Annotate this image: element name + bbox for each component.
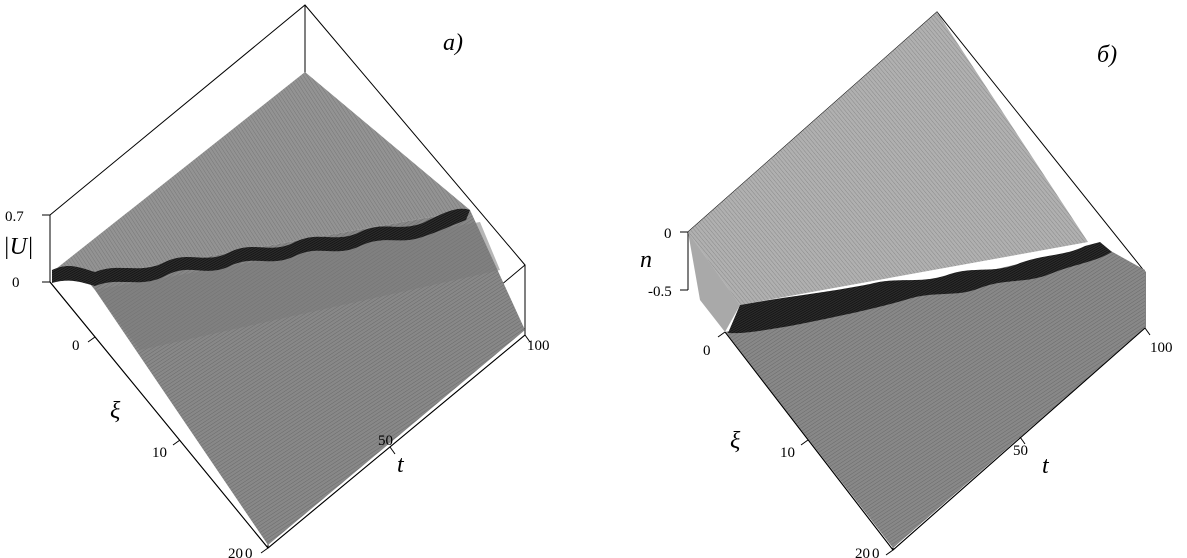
- panel-a-xi-label: ξ: [110, 398, 121, 424]
- panel-b-xi-tick-20: 20: [855, 546, 870, 558]
- panel-b-z-tick-bottom: -0.5: [648, 284, 672, 300]
- panel-a-label: a): [443, 30, 463, 56]
- panel-b-z-label: n: [640, 247, 652, 273]
- panel-a-ticks: [42, 214, 531, 554]
- panel-b-t-label: t: [1042, 453, 1050, 479]
- panel-b-xi-tick-10: 10: [780, 445, 795, 461]
- panel-a-xi-tick-20: 20: [228, 546, 243, 558]
- panel-b-z-tick-top: 0: [664, 226, 672, 242]
- panel-b-ticks: [680, 231, 1151, 556]
- panel-a-surface-shade: [95, 222, 500, 350]
- panel-a: a) 0.7 |U| 0 0 ξ 10 20 0 50 t 100: [3, 4, 550, 558]
- panel-a-z-tick-bottom: 0: [12, 275, 20, 291]
- panel-b-front-edges: [724, 327, 1146, 551]
- panel-b-xi-tick-0: 0: [703, 343, 711, 359]
- panel-a-t-tick-50: 50: [378, 433, 393, 449]
- panel-b: б) 0 n -0.5 0 ξ 10 20 0 50 t 100: [640, 11, 1173, 558]
- panel-a-z-label: |U|: [3, 234, 34, 260]
- panel-a-xi-tick-10: 10: [152, 445, 167, 461]
- panel-a-t-tick-100: 100: [527, 338, 550, 354]
- panel-a-t-tick-0: 0: [245, 546, 253, 558]
- panel-a-xi-tick-0: 0: [72, 338, 80, 354]
- panel-b-surface-top: [688, 12, 1088, 305]
- panel-b-t-tick-0: 0: [872, 546, 880, 558]
- panel-b-t-tick-100: 100: [1150, 340, 1173, 356]
- panel-a-t-label: t: [397, 452, 405, 478]
- panel-a-ridge: [52, 208, 470, 286]
- panel-b-xi-label: ξ: [730, 428, 741, 454]
- panel-b-label: б): [1097, 42, 1117, 68]
- panel-a-surface-back: [52, 72, 470, 278]
- panel-a-z-tick-top: 0.7: [5, 209, 24, 225]
- panel-b-ridge: [728, 242, 1112, 334]
- panel-a-front-edges: [49, 281, 526, 549]
- panel-b-surface-bottom: [725, 245, 1145, 548]
- panel-b-surface-wall: [688, 232, 740, 332]
- panel-b-t-tick-50: 50: [1013, 443, 1028, 459]
